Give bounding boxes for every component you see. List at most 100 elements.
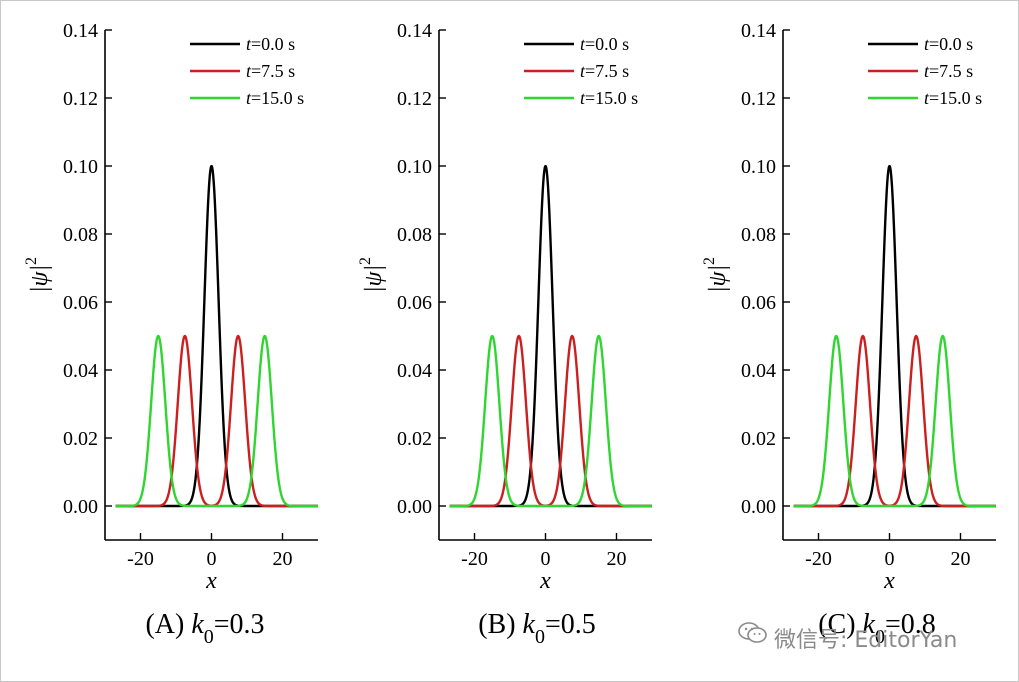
y-tick-label: 0.06 <box>397 292 432 314</box>
y-tick-label: 0.14 <box>397 20 432 42</box>
watermark-text: 微信号: EditorYan <box>774 628 958 653</box>
x-axis-label: x <box>539 568 551 594</box>
y-tick-label: 0.14 <box>63 20 98 42</box>
legend-var: t <box>580 88 586 108</box>
series-line-1 <box>114 164 319 508</box>
y-tick-label: 0.14 <box>741 20 776 42</box>
y-axis-label: |ψ|2 <box>23 257 53 293</box>
caption-value: =0.5 <box>545 609 596 640</box>
caption-value: =0.3 <box>214 609 265 640</box>
y-tick-label: 0.12 <box>63 88 98 110</box>
x-tick-label: 20 <box>273 548 293 570</box>
y-tick-label: 0.02 <box>63 428 98 450</box>
y-axis-label-sup: 2 <box>701 257 718 265</box>
x-tick-label: 20 <box>607 548 627 570</box>
legend-var: t <box>580 61 586 81</box>
legend-var: t <box>924 34 930 54</box>
legend-label-3: t=15.0 s <box>246 88 304 108</box>
y-axis-label-sup: 2 <box>23 257 40 265</box>
caption-prefix: (B) <box>478 609 522 640</box>
panel-caption: (C) k0=0.8 <box>818 609 936 648</box>
legend-var: t <box>246 61 252 81</box>
x-tick-label: 0 <box>207 548 217 570</box>
legend-var: t <box>246 34 252 54</box>
legend-var: t <box>246 88 252 108</box>
y-tick-label: 0.00 <box>63 496 98 518</box>
y-axis-label-base: |ψ| <box>705 265 731 293</box>
legend-value: =7.5 s <box>929 61 973 81</box>
legend-label-1: t=0.0 s <box>924 34 973 54</box>
legend-value: =0.0 s <box>929 34 973 54</box>
caption-var: k <box>863 609 876 640</box>
legend-label-3: t=15.0 s <box>580 88 638 108</box>
y-tick-label: 0.10 <box>741 156 776 178</box>
series-line-2 <box>448 334 653 508</box>
series-line-2 <box>792 334 997 508</box>
y-axis-label-sup: 2 <box>357 257 374 265</box>
y-axis-label-base: |ψ| <box>27 265 53 293</box>
y-axis-label-base: |ψ| <box>361 265 387 293</box>
legend-var: t <box>924 61 930 81</box>
series-line-2 <box>114 334 319 508</box>
series-line-3 <box>792 334 997 508</box>
y-tick-label: 0.12 <box>741 88 776 110</box>
series-line-3 <box>114 334 319 508</box>
x-tick-label: 0 <box>885 548 895 570</box>
y-tick-label: 0.02 <box>397 428 432 450</box>
panel-caption: (B) k0=0.5 <box>478 609 596 648</box>
x-tick-label: 0 <box>541 548 551 570</box>
legend-value: =7.5 s <box>585 61 629 81</box>
legend-var: t <box>580 34 586 54</box>
y-tick-label: 0.06 <box>741 292 776 314</box>
legend-value: =15.0 s <box>929 88 982 108</box>
legend-label-1: t=0.0 s <box>580 34 629 54</box>
y-tick-label: 0.04 <box>741 360 776 382</box>
caption-subscript: 0 <box>535 626 545 648</box>
legend-value: =0.0 s <box>251 34 295 54</box>
y-tick-label: 0.04 <box>63 360 98 382</box>
legend-label-2: t=7.5 s <box>246 61 295 81</box>
legend-value: =0.0 s <box>585 34 629 54</box>
legend-label-3: t=15.0 s <box>924 88 982 108</box>
series-line-1 <box>448 164 653 508</box>
caption-subscript: 0 <box>204 626 214 648</box>
legend-var: t <box>924 88 930 108</box>
panel-caption: (A) k0=0.3 <box>145 609 264 648</box>
wechat-icon <box>738 622 768 652</box>
legend-value: =15.0 s <box>251 88 304 108</box>
y-tick-label: 0.10 <box>63 156 98 178</box>
legend-value: =15.0 s <box>585 88 638 108</box>
x-axis-label: x <box>205 568 217 594</box>
x-axis-label: x <box>883 568 895 594</box>
x-tick-label: -20 <box>805 548 832 570</box>
watermark: 微信号: EditorYan <box>738 622 957 654</box>
caption-value: =0.8 <box>885 609 936 640</box>
caption-prefix: (A) <box>145 609 191 640</box>
y-tick-label: 0.08 <box>63 224 98 246</box>
x-tick-label: -20 <box>461 548 488 570</box>
x-tick-label: 20 <box>951 548 971 570</box>
y-tick-label: 0.06 <box>63 292 98 314</box>
caption-var: k <box>191 609 204 640</box>
y-tick-label: 0.02 <box>741 428 776 450</box>
y-tick-label: 0.08 <box>741 224 776 246</box>
y-tick-label: 0.12 <box>397 88 432 110</box>
series-line-3 <box>448 334 653 508</box>
caption-prefix: (C) <box>818 609 862 640</box>
y-tick-label: 0.00 <box>741 496 776 518</box>
legend-label-2: t=7.5 s <box>580 61 629 81</box>
chart-panel-3: 0.000.020.040.060.080.100.120.14-20 0 20x|… <box>701 20 997 648</box>
legend-label-1: t=0.0 s <box>246 34 295 54</box>
y-tick-label: 0.04 <box>397 360 432 382</box>
caption-subscript: 0 <box>875 626 885 648</box>
y-tick-label: 0.00 <box>397 496 432 518</box>
chart-panel-1: 0.000.020.040.060.080.100.120.14-20 0 20x|… <box>23 20 319 648</box>
y-tick-label: 0.08 <box>397 224 432 246</box>
y-axis-label: |ψ|2 <box>357 257 387 293</box>
legend-label-2: t=7.5 s <box>924 61 973 81</box>
series-line-1 <box>792 164 997 508</box>
legend-value: =7.5 s <box>251 61 295 81</box>
y-axis-label: |ψ|2 <box>701 257 731 293</box>
